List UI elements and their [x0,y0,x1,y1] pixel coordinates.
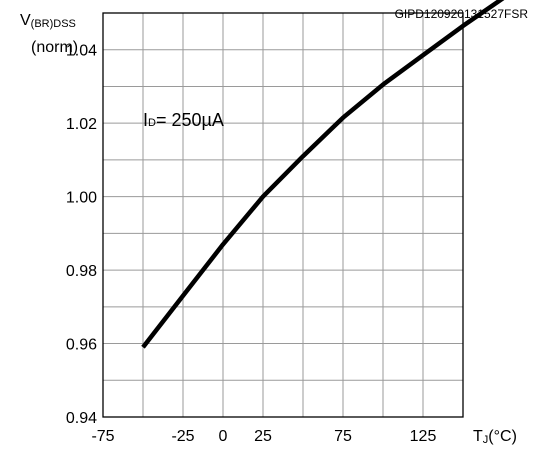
y-tick-label: 1.00 [66,190,97,207]
x-tick-label: 75 [334,428,352,445]
plot-frame [102,12,464,418]
x-tick-label: 25 [254,428,272,445]
figure-code: GIPD120920131527FSR [395,7,529,21]
x-tick-label: 0 [219,428,228,445]
x-tick-label: -25 [171,428,194,445]
y-tick-label: 1.02 [66,116,97,133]
x-tick-label: 125 [410,428,437,445]
y-axis-title: V(BR)DSS [20,12,76,30]
y-tick-label: 0.98 [66,263,97,280]
series-line [141,0,505,349]
tick-labels: -75 -25 0 25 75 125 0.94 0.96 0.98 1.00 1.02 1.04 [66,43,437,445]
y-tick-label: 1.04 [66,43,97,60]
x-axis-title: TJ(°C) [473,428,517,446]
grid [103,13,463,417]
y-tick-label: 0.96 [66,337,97,354]
series-layer [141,0,505,349]
condition-annotation: ID= 250µA [143,110,224,130]
x-tick-label: -75 [91,428,114,445]
y-tick-label: 0.94 [66,410,97,427]
y-axis-unit: (norm) [31,39,78,56]
